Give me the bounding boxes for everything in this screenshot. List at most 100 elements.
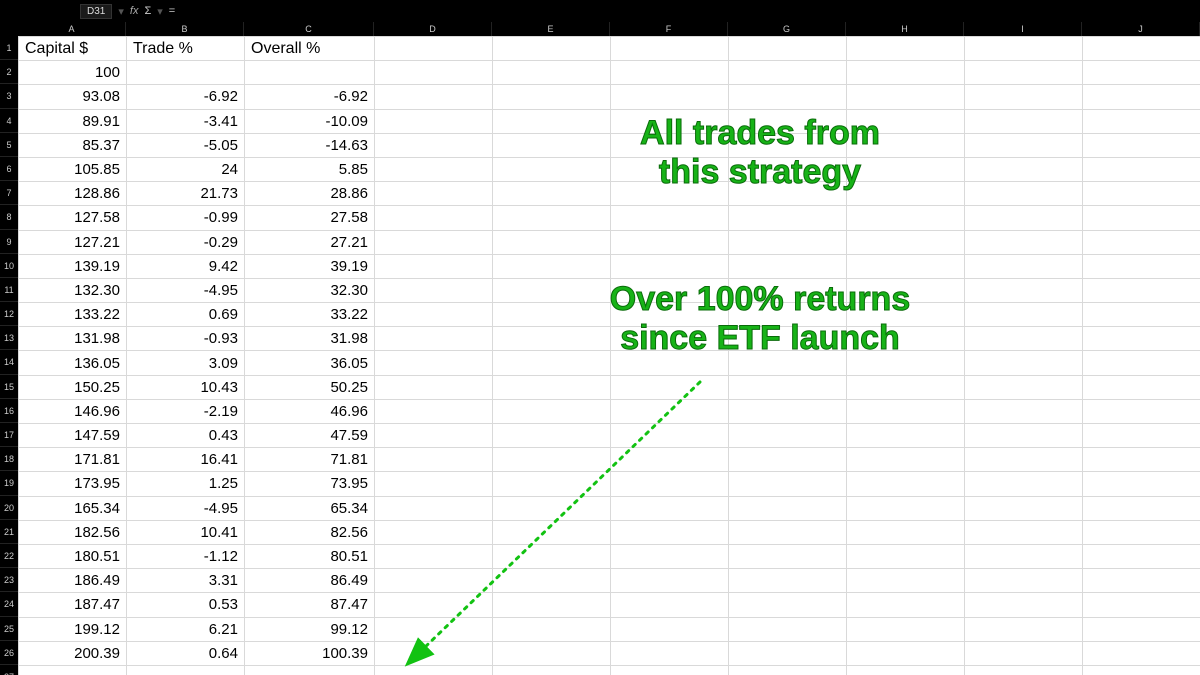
cell[interactable] [493, 496, 611, 520]
cell[interactable] [965, 182, 1083, 206]
cell[interactable] [729, 37, 847, 61]
cell[interactable] [965, 448, 1083, 472]
cell[interactable] [1083, 641, 1200, 665]
cell[interactable] [611, 448, 729, 472]
cell[interactable]: 127.58 [19, 206, 127, 230]
cell[interactable] [375, 424, 493, 448]
cell[interactable]: 165.34 [19, 496, 127, 520]
row-header[interactable]: 22 [0, 544, 18, 568]
grid-area[interactable]: Capital $Trade %Overall %10093.08-6.92-6… [18, 36, 1200, 675]
cell[interactable] [375, 399, 493, 423]
cell[interactable]: 128.86 [19, 182, 127, 206]
cell[interactable]: -0.99 [127, 206, 245, 230]
cell[interactable] [375, 351, 493, 375]
cell[interactable] [493, 520, 611, 544]
cell[interactable] [847, 569, 965, 593]
cell[interactable] [729, 303, 847, 327]
cell[interactable]: -0.29 [127, 230, 245, 254]
cell[interactable] [729, 569, 847, 593]
column-header[interactable]: C [244, 22, 374, 36]
cell[interactable]: 0.43 [127, 424, 245, 448]
cell[interactable] [493, 375, 611, 399]
cell[interactable]: 89.91 [19, 109, 127, 133]
dropdown-icon[interactable]: ▾ [118, 5, 124, 18]
cell[interactable]: 65.34 [245, 496, 375, 520]
cell[interactable]: Trade % [127, 37, 245, 61]
cell[interactable] [847, 278, 965, 302]
cell[interactable]: 133.22 [19, 303, 127, 327]
cell[interactable] [1083, 569, 1200, 593]
cell[interactable] [965, 496, 1083, 520]
cell[interactable]: 39.19 [245, 254, 375, 278]
cell[interactable] [965, 254, 1083, 278]
cell[interactable] [611, 569, 729, 593]
cell[interactable] [611, 424, 729, 448]
cell[interactable] [965, 351, 1083, 375]
cell[interactable] [611, 593, 729, 617]
cell[interactable] [729, 375, 847, 399]
cell[interactable]: 47.59 [245, 424, 375, 448]
cell[interactable]: 33.22 [245, 303, 375, 327]
cell[interactable] [729, 399, 847, 423]
cell[interactable] [729, 206, 847, 230]
cell[interactable] [493, 303, 611, 327]
cell[interactable] [1083, 448, 1200, 472]
cell[interactable] [729, 641, 847, 665]
cell[interactable] [965, 569, 1083, 593]
cell[interactable] [729, 254, 847, 278]
cell[interactable]: 132.30 [19, 278, 127, 302]
cell[interactable] [847, 399, 965, 423]
row-header[interactable]: 14 [0, 350, 18, 374]
row-header[interactable]: 19 [0, 471, 18, 495]
cell[interactable] [847, 61, 965, 85]
cell[interactable]: 73.95 [245, 472, 375, 496]
cell[interactable] [611, 230, 729, 254]
row-header[interactable]: 15 [0, 375, 18, 399]
cell[interactable]: 82.56 [245, 520, 375, 544]
cell[interactable] [847, 133, 965, 157]
cell[interactable] [1083, 61, 1200, 85]
cell[interactable] [847, 496, 965, 520]
cell[interactable] [847, 544, 965, 568]
cell[interactable]: 71.81 [245, 448, 375, 472]
cell[interactable] [1083, 182, 1200, 206]
cell[interactable]: 136.05 [19, 351, 127, 375]
cell[interactable]: 0.64 [127, 641, 245, 665]
cell[interactable]: 199.12 [19, 617, 127, 641]
cell[interactable] [611, 375, 729, 399]
cell[interactable] [493, 424, 611, 448]
cell[interactable] [493, 254, 611, 278]
row-header[interactable]: 20 [0, 496, 18, 520]
cell[interactable] [375, 472, 493, 496]
cell[interactable] [611, 85, 729, 109]
cell[interactable] [847, 254, 965, 278]
cell[interactable]: 105.85 [19, 157, 127, 181]
cell[interactable] [1083, 85, 1200, 109]
cell[interactable]: 173.95 [19, 472, 127, 496]
cell[interactable] [611, 327, 729, 351]
cell[interactable] [375, 37, 493, 61]
cell[interactable] [611, 617, 729, 641]
cell[interactable]: 186.49 [19, 569, 127, 593]
cell[interactable] [1083, 303, 1200, 327]
column-header[interactable]: B [126, 22, 244, 36]
cell[interactable] [611, 37, 729, 61]
cell[interactable] [729, 520, 847, 544]
cell[interactable]: 24 [127, 157, 245, 181]
column-header[interactable]: F [610, 22, 728, 36]
cell[interactable] [729, 496, 847, 520]
cell[interactable]: -2.19 [127, 399, 245, 423]
cell[interactable] [729, 85, 847, 109]
cell[interactable]: 171.81 [19, 448, 127, 472]
cell[interactable] [611, 206, 729, 230]
cell[interactable]: Overall % [245, 37, 375, 61]
cell[interactable] [493, 206, 611, 230]
cell[interactable] [375, 254, 493, 278]
cell[interactable] [965, 206, 1083, 230]
cell[interactable]: 85.37 [19, 133, 127, 157]
cell[interactable] [611, 665, 729, 675]
cell[interactable]: -0.93 [127, 327, 245, 351]
cell[interactable]: 86.49 [245, 569, 375, 593]
cell[interactable] [611, 399, 729, 423]
cell[interactable] [375, 520, 493, 544]
